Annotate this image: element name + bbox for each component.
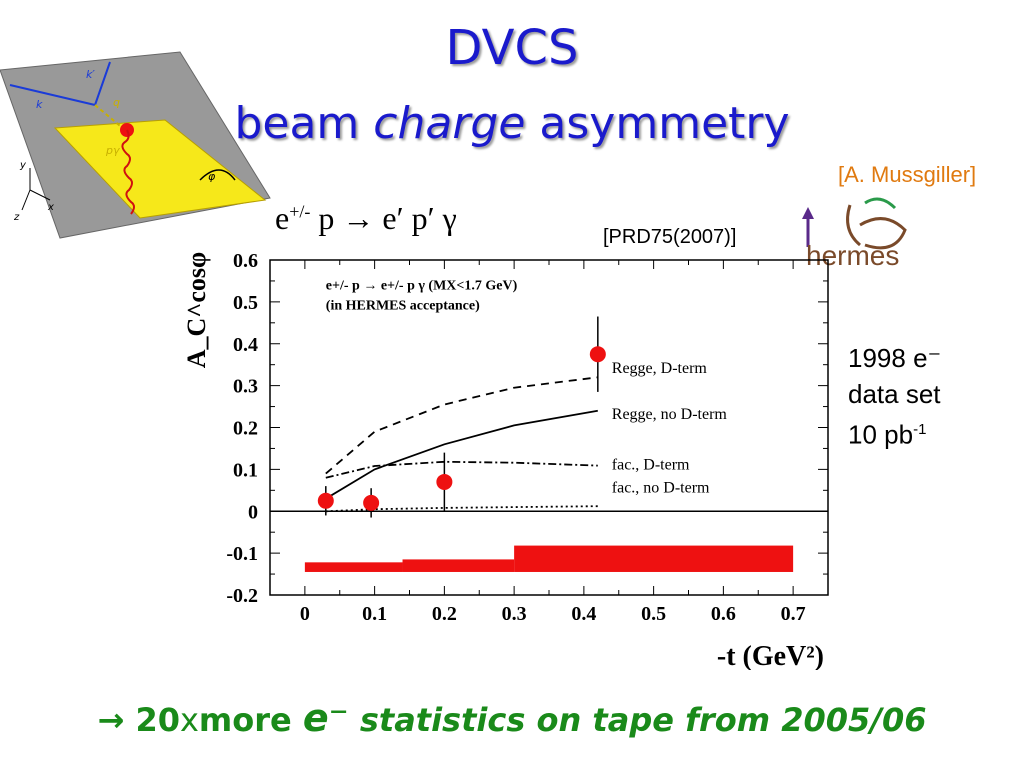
x-tick-label: 0.4 bbox=[571, 603, 596, 625]
slide-title: DVCS bbox=[445, 20, 579, 76]
y-tick-label: 0.6 bbox=[233, 250, 258, 272]
plot-area: 0 0.1 0.2 0.3 0.4 0.5 0.6 0.7 0.6 0.5 0.4 0.3 0.2 0.1… bbox=[182, 250, 829, 670]
bottom-rest: statistics on tape from 2005/06 bbox=[359, 701, 927, 739]
logo-swirl bbox=[859, 217, 907, 250]
curve-dashed bbox=[325, 376, 598, 475]
photon-line bbox=[121, 129, 135, 215]
data-point bbox=[317, 492, 334, 509]
y-tick-label: 0.3 bbox=[233, 376, 258, 398]
annotation-line1: e+/- p → e+/- p γ (MX<1.7 GeV) bbox=[326, 278, 518, 293]
luminosity-value: 10 pb bbox=[848, 419, 914, 450]
label-z: z bbox=[13, 212, 20, 223]
bottom-count: 20 bbox=[135, 701, 180, 739]
hermes-logo: hermes bbox=[802, 197, 907, 271]
dataset-luminosity: 10 pb-1 bbox=[848, 412, 941, 453]
bottom-e: e⁻ bbox=[302, 696, 349, 740]
x-tick-label: 0.2 bbox=[432, 603, 457, 625]
kinematics-diagram: k′ k q pγ φ y x z bbox=[0, 51, 271, 239]
x-tick-label: 0 bbox=[300, 603, 310, 625]
data-point bbox=[363, 494, 380, 511]
data-point bbox=[436, 473, 453, 490]
dataset-info: 1998 e⁻ data set 10 pb-1 bbox=[848, 340, 941, 453]
y-tick-label: -0.1 bbox=[226, 543, 258, 565]
logo-wing-left bbox=[846, 204, 862, 247]
data-point bbox=[589, 346, 606, 363]
reaction-charge: +/- bbox=[289, 201, 311, 222]
phi-arc bbox=[199, 169, 236, 181]
y-tick-label: 0 bbox=[248, 501, 258, 523]
reaction-rest: p → e′ p′ γ bbox=[310, 200, 457, 236]
curve-label: Regge, D-term bbox=[612, 360, 708, 377]
label-phi: φ bbox=[208, 170, 216, 183]
label-q: q bbox=[113, 96, 120, 109]
annotation-line2: (in HERMES acceptance) bbox=[326, 298, 480, 313]
subtitle-charge: charge bbox=[373, 98, 526, 149]
luminosity-exp: -1 bbox=[913, 421, 927, 438]
systematic-band-segment bbox=[514, 545, 794, 572]
k-vector bbox=[9, 84, 96, 106]
bottom-arrow: → bbox=[97, 701, 125, 739]
hadron-plane bbox=[53, 119, 267, 219]
curve-label: fac., D-term bbox=[612, 456, 690, 473]
author-credit: [A. Mussgiller] bbox=[838, 162, 977, 187]
dataset-label: data set bbox=[848, 379, 941, 409]
curve-dashdot bbox=[325, 460, 598, 479]
axis-x bbox=[29, 189, 51, 201]
subtitle-beam: beam bbox=[234, 98, 360, 149]
slide-subtitle: beam charge asymmetry bbox=[0, 98, 1024, 149]
y-tick-label: 0.1 bbox=[233, 459, 258, 481]
label-y: y bbox=[19, 160, 27, 171]
bottom-x: x bbox=[179, 701, 199, 739]
systematic-band-segment bbox=[402, 559, 515, 572]
x-axis-label: -t (GeV²) bbox=[717, 641, 824, 670]
y-tick-label: 0.4 bbox=[233, 334, 258, 356]
curve-label: Regge, no D-term bbox=[612, 406, 728, 423]
y-tick-label: -0.2 bbox=[226, 585, 258, 607]
x-tick-label: 0.7 bbox=[781, 603, 806, 625]
label-k: k bbox=[36, 98, 43, 111]
reference: [PRD75(2007)] bbox=[603, 226, 737, 248]
x-tick-label: 0.6 bbox=[711, 603, 736, 625]
bottom-more: more bbox=[198, 701, 292, 739]
curve-solid bbox=[325, 409, 598, 500]
y-tick-label: 0.2 bbox=[233, 418, 258, 440]
x-tick-label: 0.3 bbox=[502, 603, 527, 625]
label-pgamma: pγ bbox=[105, 144, 120, 157]
reaction-e: e bbox=[275, 200, 290, 236]
logo-arrow bbox=[802, 207, 814, 219]
reaction-formula: e+/- p → e′ p′ γ bbox=[275, 200, 457, 237]
label-kprime: k′ bbox=[86, 68, 95, 81]
label-x: x bbox=[47, 202, 54, 213]
y-tick-label: 0.5 bbox=[233, 292, 258, 314]
bottom-note: → 20xmore e⁻ statistics on tape from 200… bbox=[0, 696, 1024, 740]
asymmetry-chart: 0 0.1 0.2 0.3 0.4 0.5 0.6 0.7 0.6 0.5 0.4 0.3 0.2 0.1… bbox=[182, 250, 829, 670]
systematic-band-segment bbox=[304, 562, 403, 572]
x-tick-label: 0.1 bbox=[362, 603, 387, 625]
x-tick-label: 0.5 bbox=[641, 603, 666, 625]
logo-wing-right bbox=[864, 197, 897, 210]
curve-label: fac., no D-term bbox=[612, 479, 710, 496]
curve-dotted bbox=[325, 505, 598, 513]
dataset-year: 1998 e⁻ bbox=[848, 343, 942, 373]
axis-z bbox=[21, 189, 31, 211]
y-axis-label: A_C^cosφ bbox=[182, 252, 211, 369]
subtitle-asymmetry: asymmetry bbox=[539, 98, 790, 149]
kprime-vector bbox=[94, 61, 111, 106]
logo-text: hermes bbox=[806, 240, 899, 271]
